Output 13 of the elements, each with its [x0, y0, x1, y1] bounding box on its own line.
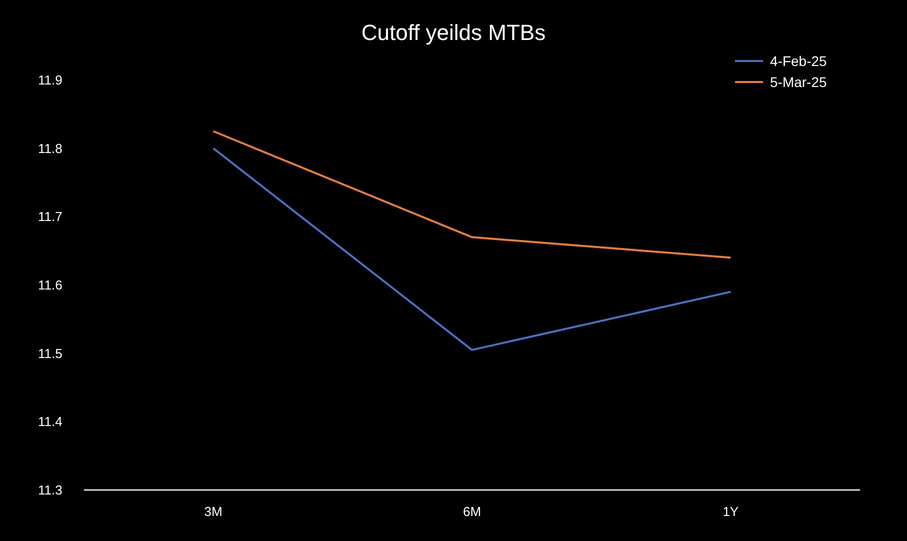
- y-tick-label: 11.4: [38, 414, 62, 430]
- y-tick-label: 11.6: [38, 278, 62, 293]
- legend-label: 5-Mar-25: [770, 74, 828, 90]
- y-tick-label: 11.5: [38, 346, 62, 361]
- legend-label: 4-Feb-25: [770, 52, 828, 69]
- y-tick-label: 11.9: [38, 72, 62, 88]
- y-tick-label: 11.8: [38, 140, 62, 156]
- chart-title: Cutoff yeilds MTBs: [361, 20, 546, 45]
- y-tick-label: 11.3: [38, 482, 62, 498]
- x-tick-label: 1Y: [722, 504, 739, 519]
- x-tick-label: 6M: [462, 504, 482, 519]
- x-tick-label: 3M: [204, 504, 222, 519]
- y-tick-label: 11.7: [38, 209, 62, 224]
